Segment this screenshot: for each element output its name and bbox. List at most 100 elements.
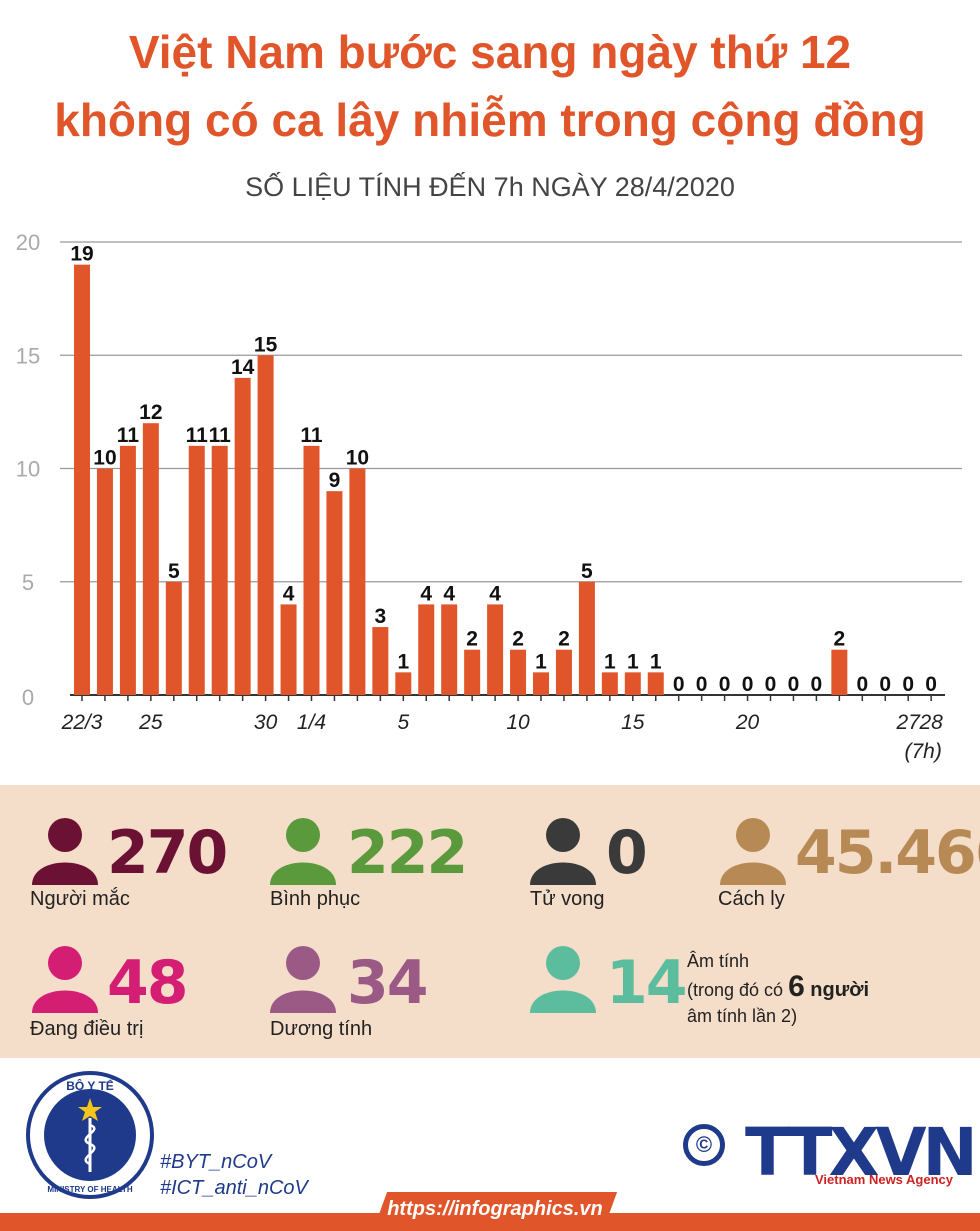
stat-value: 222 (347, 818, 468, 888)
bar (74, 264, 90, 695)
data-label: 11 (186, 424, 209, 447)
bar (441, 604, 458, 695)
data-label: 0 (879, 673, 891, 696)
data-label: 0 (719, 673, 731, 696)
negative-note: Âm tính (trong đó có 6 người âm tính lần 2… (687, 951, 869, 1026)
bar (257, 355, 274, 695)
data-label: 3 (375, 605, 387, 628)
data-label: 2 (466, 628, 478, 651)
title-line-1: Việt Nam bước sang ngày thứ 12 (128, 26, 852, 78)
bar (188, 445, 205, 695)
data-label: 4 (443, 582, 455, 605)
x-tick-label: 1/4 (297, 711, 326, 734)
data-label: 1 (535, 650, 547, 673)
x-tick-label: 20 (735, 711, 760, 734)
data-label: 1 (397, 650, 409, 673)
data-label: 10 (93, 447, 116, 470)
data-label: 0 (856, 673, 868, 696)
agency-tagline: Vietnam News Agency (815, 1172, 953, 1187)
stat-label: Cách ly (718, 888, 785, 910)
data-label: 0 (765, 673, 777, 696)
data-label: 4 (489, 582, 501, 605)
stat-value: 14 (606, 948, 687, 1018)
data-label: 9 (329, 469, 341, 492)
star-icon (78, 1098, 102, 1121)
bar (234, 377, 251, 695)
x-tick-label: 15 (621, 711, 645, 734)
bar (831, 649, 848, 695)
bar (303, 445, 320, 695)
data-label: 10 (346, 447, 369, 470)
y-tick-label: 20 (16, 230, 40, 255)
y-tick-label: 15 (16, 343, 40, 368)
copyright-icon: © (683, 1124, 725, 1166)
bar (555, 649, 572, 695)
source-url[interactable]: https://infographics.vn (387, 1198, 603, 1220)
data-label: 0 (788, 673, 800, 696)
bar (142, 423, 159, 695)
person-icon (32, 946, 98, 1013)
bar (533, 672, 549, 695)
data-label: 0 (925, 673, 937, 696)
person-icon (270, 818, 336, 885)
stat-label: Dương tính (270, 1018, 373, 1040)
data-label: 2 (558, 628, 570, 651)
data-label: 5 (581, 560, 593, 583)
hashtag-byt: #BYT_nCoV (160, 1151, 272, 1173)
bar (418, 604, 435, 695)
bar (464, 649, 481, 695)
bar (624, 672, 641, 695)
person-icon (530, 818, 596, 885)
data-label: 15 (254, 333, 278, 356)
data-label: 4 (283, 582, 295, 605)
bar (349, 468, 366, 695)
stat-label: Tử vong (530, 888, 605, 910)
x-tick-label: 30 (254, 711, 278, 734)
x-tick-label: 22/3 (61, 711, 103, 734)
data-label: 4 (420, 582, 432, 605)
data-label: 2 (512, 628, 524, 651)
data-label: 0 (673, 673, 685, 696)
bar (96, 468, 113, 695)
bar (326, 491, 343, 695)
stat-label: Đang điều trị (30, 1018, 144, 1040)
data-label: 1 (650, 650, 662, 673)
data-label: 2 (834, 628, 846, 651)
data-label: 5 (168, 560, 180, 583)
bar (601, 672, 618, 695)
x-tick-label: 27 (896, 711, 922, 734)
ministry-of-health-logo: BỘ Y TẾ MINISTRY OF HEALTH (26, 1071, 154, 1199)
data-label: 11 (300, 424, 323, 447)
stat-value: 45.466 (795, 818, 980, 888)
data-label: 1 (604, 650, 616, 673)
stat-value: 48 (107, 948, 188, 1018)
x-tick-note: (7h) (904, 740, 941, 763)
bar (280, 604, 297, 695)
bar (578, 581, 595, 695)
ministry-top-text: BỘ Y TẾ (66, 1078, 114, 1093)
data-label: 0 (742, 673, 754, 696)
data-label: 12 (139, 401, 162, 424)
agency-logo-text: TTXVN (745, 1114, 978, 1191)
data-label: 14 (231, 356, 255, 379)
bar (647, 672, 664, 695)
y-tick-label: 5 (22, 570, 34, 595)
person-icon (32, 818, 98, 885)
data-label: 0 (902, 673, 914, 696)
data-label: 11 (117, 424, 140, 447)
bar (211, 445, 228, 695)
ministry-bottom-text: MINISTRY OF HEALTH (47, 1185, 132, 1194)
stat-label: Người mắc (30, 888, 130, 910)
bar (510, 649, 527, 695)
data-label: 1 (627, 650, 639, 673)
person-icon (270, 946, 336, 1013)
bar (119, 445, 136, 695)
data-label: 0 (696, 673, 708, 696)
bar (165, 581, 182, 695)
stat-value: 0 (606, 818, 648, 888)
stat-value: 34 (347, 948, 428, 1018)
x-tick-label: 10 (506, 711, 530, 734)
data-label: 11 (209, 424, 232, 447)
